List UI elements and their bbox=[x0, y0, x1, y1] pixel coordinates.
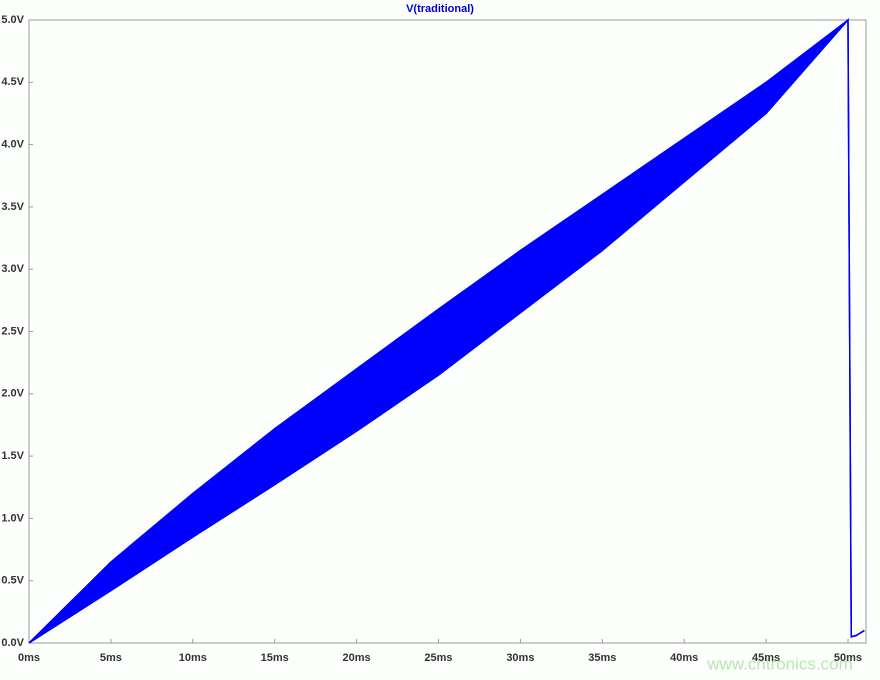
y-tick-label: 3.0V bbox=[1, 263, 24, 275]
y-tick-label: 1.0V bbox=[1, 512, 24, 524]
x-tick-label: 25ms bbox=[424, 652, 452, 664]
y-tick-label: 5.0V bbox=[1, 14, 24, 26]
y-tick-label: 2.5V bbox=[1, 325, 24, 337]
x-tick-label: 35ms bbox=[588, 652, 616, 664]
watermark: www.cntronics.com bbox=[706, 654, 852, 673]
x-tick-label: 20ms bbox=[343, 652, 371, 664]
x-tick-label: 45ms bbox=[752, 652, 780, 664]
chart-title: V(traditional) bbox=[406, 3, 474, 15]
y-tick-label: 4.5V bbox=[1, 76, 24, 88]
y-tick-label: 3.5V bbox=[1, 201, 24, 213]
lower-envelope bbox=[28, 18, 865, 644]
x-tick-label: 30ms bbox=[506, 652, 534, 664]
y-tick-label: 0.0V bbox=[1, 637, 24, 649]
y-tick-label: 1.5V bbox=[1, 450, 24, 462]
y-tick-label: 2.0V bbox=[1, 388, 24, 400]
x-tick-label: 15ms bbox=[261, 652, 289, 664]
y-tick-label: 0.5V bbox=[1, 575, 24, 587]
x-tick-label: 40ms bbox=[670, 652, 698, 664]
y-tick-label: 4.0V bbox=[1, 139, 24, 151]
x-tick-label: 5ms bbox=[100, 652, 122, 664]
x-tick-label: 0ms bbox=[18, 652, 40, 664]
x-tick-label: 50ms bbox=[834, 652, 862, 664]
x-tick-label: 10ms bbox=[179, 652, 207, 664]
